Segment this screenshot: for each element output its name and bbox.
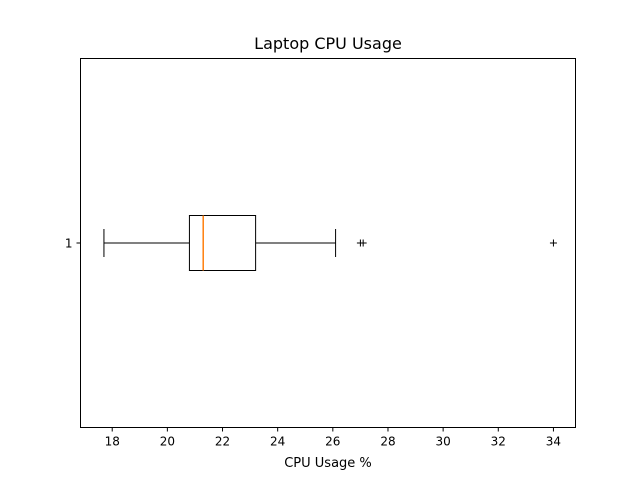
outlier-marker [359,239,367,247]
x-tick-label: 22 [215,435,230,449]
x-tick-label: 28 [380,435,395,449]
chart-title: Laptop CPU Usage [254,34,402,53]
x-tick-label: 24 [270,435,285,449]
outlier-marker [549,239,557,247]
x-tick-label: 30 [435,435,450,449]
plot-area: 18 20 22 24 26 28 30 32 34 1 [65,215,561,449]
x-tick-label: 20 [160,435,175,449]
x-tick-label: 32 [491,435,506,449]
x-tick-label: 18 [105,435,120,449]
y-tick-label: 1 [65,237,73,251]
iqr-box [188,215,257,271]
x-axis-label: CPU Usage % [284,456,372,471]
x-tick-label: 34 [546,435,561,449]
x-tick-label: 26 [325,435,340,449]
axes-frame [80,58,576,428]
